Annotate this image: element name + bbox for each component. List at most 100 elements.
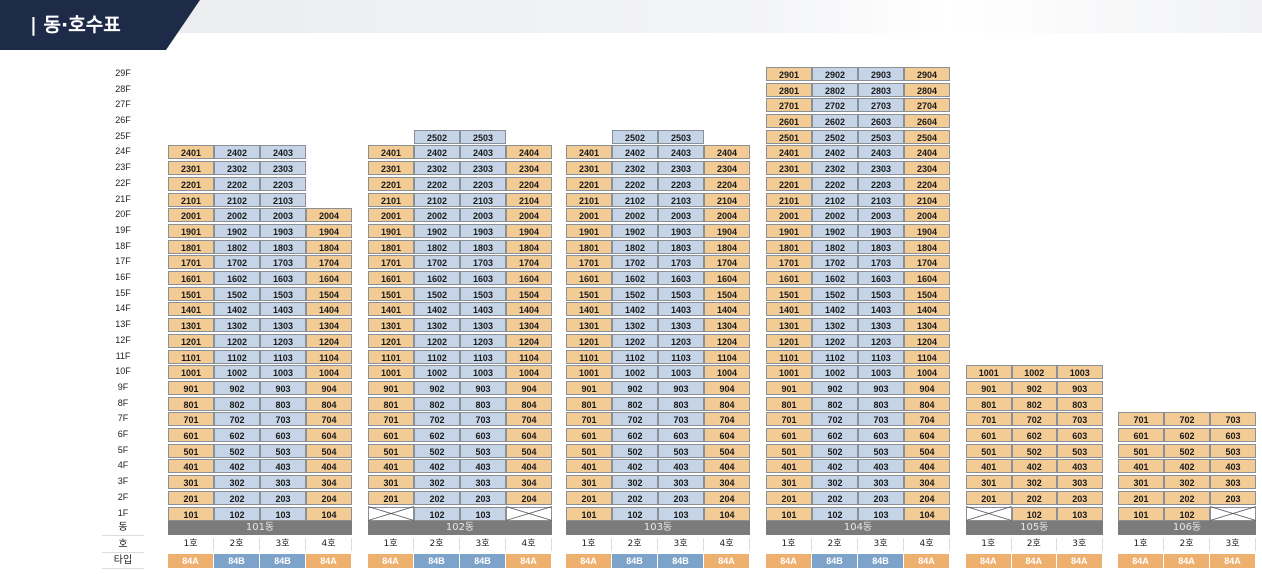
unit-cell[interactable]: 1203: [460, 333, 506, 348]
unit-cell[interactable]: 2001: [368, 208, 414, 223]
unit-cell[interactable]: 502: [612, 443, 658, 458]
unit-cell[interactable]: 201: [1118, 490, 1164, 505]
unit-cell[interactable]: 1502: [214, 286, 260, 301]
unit-cell[interactable]: 2704: [904, 98, 950, 113]
unit-cell[interactable]: 2002: [414, 208, 460, 223]
unit-cell[interactable]: 1301: [766, 318, 812, 333]
unit-cell[interactable]: 501: [966, 443, 1012, 458]
unit-cell[interactable]: 2002: [612, 208, 658, 223]
unit-cell[interactable]: 1203: [260, 333, 306, 348]
unit-cell[interactable]: 2101: [566, 192, 612, 207]
unit-cell[interactable]: 403: [1210, 459, 1256, 474]
unit-cell[interactable]: 1501: [766, 286, 812, 301]
unit-cell[interactable]: 701: [1118, 412, 1164, 427]
unit-cell[interactable]: 401: [1118, 459, 1164, 474]
unit-cell[interactable]: 702: [812, 412, 858, 427]
unit-cell[interactable]: 1303: [460, 318, 506, 333]
unit-cell[interactable]: 304: [306, 475, 352, 490]
unit-cell[interactable]: 702: [414, 412, 460, 427]
unit-cell[interactable]: 1804: [506, 239, 552, 254]
unit-cell[interactable]: 601: [566, 428, 612, 442]
unit-cell[interactable]: 601: [766, 428, 812, 442]
unit-cell[interactable]: 2802: [812, 82, 858, 97]
unit-cell[interactable]: 703: [460, 412, 506, 427]
unit-cell[interactable]: 1003: [858, 365, 904, 380]
unit-cell[interactable]: 2503: [658, 129, 704, 144]
unit-cell[interactable]: 304: [904, 475, 950, 490]
unit-cell[interactable]: 1103: [460, 349, 506, 364]
unit-cell[interactable]: 2002: [214, 208, 260, 223]
unit-cell[interactable]: 601: [1118, 428, 1164, 442]
unit-cell[interactable]: 302: [414, 475, 460, 490]
unit-cell[interactable]: 602: [1011, 428, 1057, 442]
unit-cell[interactable]: 2403: [658, 145, 704, 160]
unit-cell[interactable]: 1804: [306, 239, 352, 254]
unit-cell[interactable]: 701: [566, 412, 612, 427]
unit-cell[interactable]: 202: [1011, 490, 1057, 505]
unit-cell[interactable]: 404: [506, 459, 552, 474]
unit-cell[interactable]: 1204: [306, 333, 352, 348]
unit-cell[interactable]: 2204: [904, 176, 950, 191]
unit-cell[interactable]: 2302: [812, 161, 858, 176]
unit-cell[interactable]: 301: [1118, 475, 1164, 490]
unit-cell[interactable]: 601: [368, 428, 414, 442]
unit-cell[interactable]: 1404: [904, 302, 950, 317]
unit-cell[interactable]: 502: [1164, 443, 1210, 458]
unit-cell[interactable]: 1802: [612, 239, 658, 254]
unit-cell[interactable]: 302: [1164, 475, 1210, 490]
unit-cell[interactable]: 1704: [904, 255, 950, 270]
unit-cell[interactable]: 1504: [306, 286, 352, 301]
unit-cell[interactable]: 104: [904, 506, 950, 521]
unit-cell[interactable]: 2301: [368, 161, 414, 176]
unit-cell[interactable]: 1804: [904, 239, 950, 254]
unit-cell[interactable]: 2104: [506, 192, 552, 207]
unit-cell[interactable]: 102: [214, 506, 260, 521]
unit-cell[interactable]: 803: [658, 396, 704, 411]
unit-cell[interactable]: 2503: [858, 129, 904, 144]
unit-cell[interactable]: 301: [766, 475, 812, 490]
unit-cell[interactable]: 2004: [506, 208, 552, 223]
unit-cell[interactable]: 1204: [904, 333, 950, 348]
unit-cell[interactable]: 2401: [168, 145, 214, 160]
unit-cell[interactable]: 1502: [414, 286, 460, 301]
unit-cell[interactable]: 1002: [812, 365, 858, 380]
unit-cell[interactable]: 1401: [566, 302, 612, 317]
unit-cell[interactable]: 1001: [368, 365, 414, 380]
unit-cell[interactable]: 602: [612, 428, 658, 442]
unit-cell[interactable]: 102: [414, 506, 460, 521]
unit-cell[interactable]: 403: [460, 459, 506, 474]
unit-cell[interactable]: 602: [812, 428, 858, 442]
unit-cell[interactable]: 1004: [704, 365, 750, 380]
unit-cell[interactable]: 2901: [766, 66, 812, 81]
unit-cell[interactable]: 2604: [904, 114, 950, 128]
unit-cell[interactable]: 301: [168, 475, 214, 490]
unit-cell[interactable]: 403: [858, 459, 904, 474]
unit-cell[interactable]: 204: [704, 490, 750, 505]
unit-cell[interactable]: 501: [566, 443, 612, 458]
unit-cell[interactable]: 2104: [704, 192, 750, 207]
unit-cell[interactable]: 701: [168, 412, 214, 427]
unit-cell[interactable]: 1002: [414, 365, 460, 380]
unit-cell[interactable]: 2203: [658, 176, 704, 191]
unit-cell[interactable]: 103: [460, 506, 506, 521]
unit-cell[interactable]: 1202: [612, 333, 658, 348]
unit-cell[interactable]: 1602: [612, 271, 658, 285]
unit-cell[interactable]: 2302: [414, 161, 460, 176]
unit-cell[interactable]: 1202: [812, 333, 858, 348]
unit-cell[interactable]: 404: [704, 459, 750, 474]
unit-cell[interactable]: 2403: [460, 145, 506, 160]
unit-cell[interactable]: 1003: [460, 365, 506, 380]
unit-cell[interactable]: 401: [168, 459, 214, 474]
unit-cell[interactable]: 1402: [414, 302, 460, 317]
unit-cell[interactable]: 2303: [460, 161, 506, 176]
unit-cell[interactable]: 201: [966, 490, 1012, 505]
unit-cell[interactable]: 1701: [566, 255, 612, 270]
unit-cell[interactable]: 904: [704, 380, 750, 395]
unit-cell[interactable]: 1102: [812, 349, 858, 364]
unit-cell[interactable]: 1403: [858, 302, 904, 317]
unit-cell[interactable]: 1701: [168, 255, 214, 270]
unit-cell[interactable]: 404: [904, 459, 950, 474]
unit-cell[interactable]: 603: [1210, 428, 1256, 442]
unit-cell[interactable]: 102: [1164, 506, 1210, 521]
unit-cell[interactable]: 2303: [658, 161, 704, 176]
